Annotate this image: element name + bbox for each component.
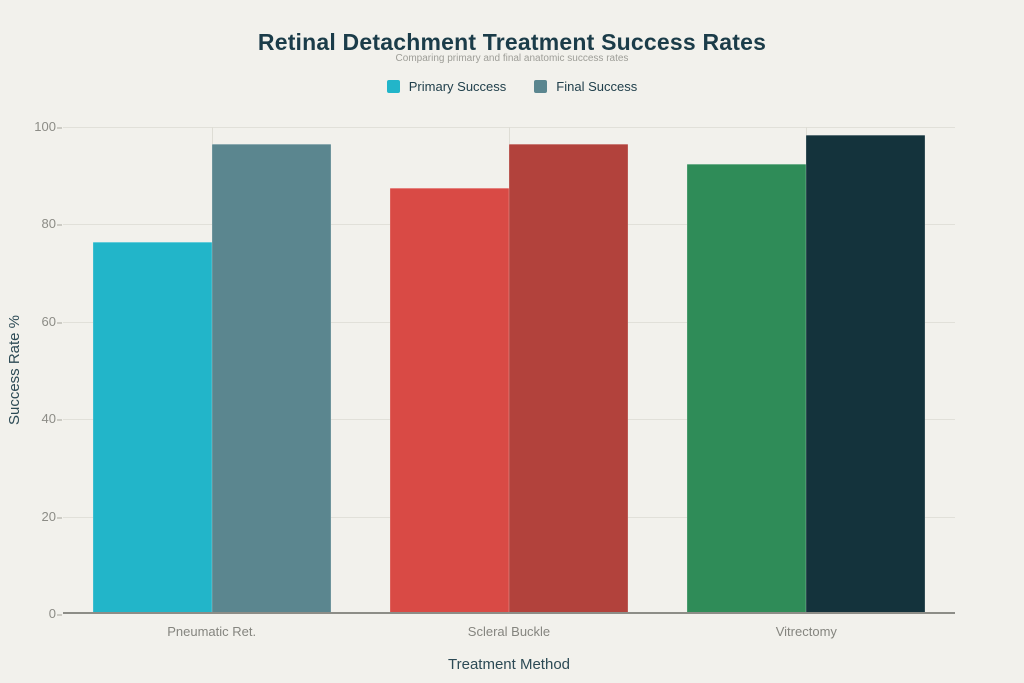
legend-label: Primary Success: [408, 79, 507, 94]
x-tick-label-vitrectomy: Vitrectomy: [775, 624, 837, 639]
y-tick-label-20: 20: [41, 508, 56, 524]
plot-area: [63, 127, 955, 614]
bar-final-success-vitrectomy: [806, 134, 926, 612]
y-tick-mark: [57, 516, 62, 519]
bar-primary-success-pneumatic-ret: [92, 241, 212, 612]
x-tick-label-scleral-buckle: Scleral Buckle: [467, 624, 551, 639]
bar-final-success-pneumatic-ret: [211, 144, 331, 612]
x-tick-label-pneumatic-ret: Pneumatic Ret.: [167, 624, 257, 639]
legend: Primary Success Final Success: [0, 79, 1024, 94]
y-tick-mark: [57, 127, 62, 129]
bar-group-scleral-buckle: [360, 127, 657, 612]
y-tick-mark: [57, 419, 62, 422]
y-tick-label-80: 80: [41, 216, 56, 232]
y-tick-mark: [57, 321, 62, 324]
bar-group-vitrectomy: [658, 127, 955, 612]
chart-title: Retinal Detachment Treatment Success Rat…: [257, 29, 767, 55]
bar-final-success-scleral-buckle: [508, 144, 628, 612]
y-tick-mark: [57, 614, 62, 616]
legend-item-primary-success: Primary Success: [386, 79, 507, 94]
y-tick-label-40: 40: [41, 411, 56, 427]
y-axis-title: Success Rate %: [6, 314, 23, 426]
legend-item-final-success: Final Success: [534, 79, 637, 94]
bar-group-pneumatic-ret: [63, 127, 360, 612]
bar-primary-success-vitrectomy: [687, 163, 807, 612]
y-tick-label-60: 60: [41, 313, 56, 329]
legend-swatch-primary-success-icon: [386, 80, 400, 93]
x-axis-title: Treatment Method: [448, 656, 570, 673]
legend-swatch-final-success-icon: [534, 80, 548, 93]
y-tick-mark: [57, 224, 62, 227]
legend-label: Final Success: [556, 79, 638, 94]
chart-subtitle: Comparing primary and final anatomic suc…: [395, 53, 629, 64]
y-tick-label-100: 100: [34, 119, 56, 134]
bar-primary-success-scleral-buckle: [389, 188, 509, 612]
y-tick-label-0: 0: [48, 606, 56, 621]
